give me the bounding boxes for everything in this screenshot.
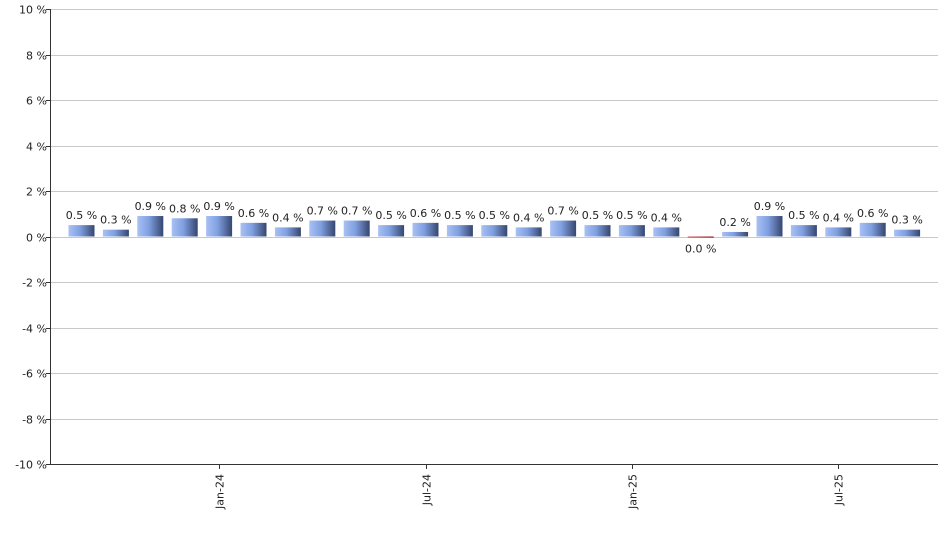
x-axis-ticks: Jan-24 Jul-24 Jan-25 Jul-25 (214, 464, 846, 510)
bar (825, 227, 852, 237)
data-label: 0.4 % (651, 211, 682, 224)
bar (412, 222, 439, 237)
x-tick-label: Jan-24 (214, 474, 227, 510)
x-tick-label: Jul-24 (421, 474, 434, 506)
x-tick-label: Jul-25 (833, 474, 846, 506)
data-label: 0.8 % (169, 202, 200, 215)
bar (790, 225, 817, 237)
bar (687, 236, 714, 238)
data-label: 0.2 % (719, 216, 750, 229)
bar (240, 222, 267, 237)
data-labels: 0.5 % 0.3 %0.9 % 0.8 % 0.9 %0.6 % 0.4 %0.7 %… (66, 200, 923, 255)
y-tick-label: -4 % (22, 323, 47, 336)
data-label: 0.5 % (616, 209, 647, 222)
y-tick-label: 4 % (26, 141, 47, 154)
bar (206, 216, 233, 237)
data-label: 0.9 % (754, 200, 785, 213)
data-label: 0.6 % (857, 207, 888, 220)
data-label: 0.7 % (547, 205, 578, 218)
bar (309, 220, 336, 237)
bar (859, 222, 886, 237)
data-label: 0.4 % (272, 211, 303, 224)
bar (446, 225, 473, 237)
data-label: 0.5 % (788, 209, 819, 222)
y-tick-label: 8 % (26, 50, 47, 63)
data-label: 0.4 % (823, 211, 854, 224)
bar (894, 229, 921, 237)
data-label: 0.7 % (307, 205, 338, 218)
bar (584, 225, 611, 237)
y-tick-label: -8 % (22, 414, 47, 427)
bar (343, 220, 370, 237)
data-label: 0.9 % (203, 200, 234, 213)
data-label: 0.5 % (375, 209, 406, 222)
data-label: 0.6 % (410, 207, 441, 220)
bar (378, 225, 405, 237)
bar (102, 229, 129, 237)
y-tick-label: 0 % (26, 232, 47, 245)
bar (274, 227, 301, 237)
bar (171, 218, 198, 237)
y-tick-label: 10 % (19, 4, 47, 17)
bar (550, 220, 577, 237)
y-tick-label: 6 % (26, 95, 47, 108)
data-label: 0.5 % (479, 209, 510, 222)
bar (618, 225, 645, 237)
data-label: 0.5 % (66, 209, 97, 222)
bar (68, 225, 95, 237)
y-tick-label: -6 % (22, 368, 47, 381)
y-tick-label: 2 % (26, 186, 47, 199)
bar (137, 216, 164, 237)
data-label: 0.3 % (100, 214, 131, 227)
bar (653, 227, 680, 237)
data-label: 0.9 % (135, 200, 166, 213)
y-tick-label: -10 % (15, 459, 47, 472)
bar (481, 225, 508, 237)
data-label: 0.3 % (891, 214, 922, 227)
bar (722, 231, 749, 237)
y-tick-label: -2 % (22, 277, 47, 290)
bar (515, 227, 542, 237)
data-label: 0.7 % (341, 205, 372, 218)
y-axis-ticks: 10 % 8 % 6 % 4 % 2 % 0 % -2 % -4 % -6 % -8 % -10 % (15, 4, 50, 472)
data-label: 0.0 % (685, 243, 716, 256)
gridlines (50, 9, 938, 465)
data-label: 0.6 % (238, 207, 269, 220)
bars (68, 216, 921, 238)
bar (756, 216, 783, 237)
x-tick-label: Jan-25 (627, 474, 640, 510)
data-label: 0.5 % (582, 209, 613, 222)
data-label: 0.5 % (444, 209, 475, 222)
data-label: 0.4 % (513, 211, 544, 224)
